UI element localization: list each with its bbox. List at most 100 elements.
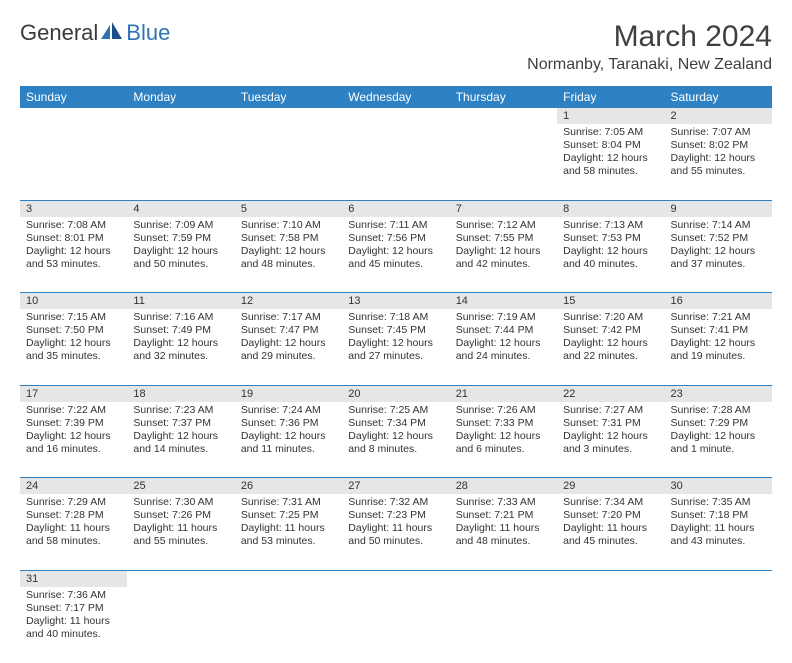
sunrise-text: Sunrise: 7:07 AM bbox=[671, 126, 766, 139]
sunrise-text: Sunrise: 7:16 AM bbox=[133, 311, 228, 324]
daylight-text: Daylight: 11 hours and 48 minutes. bbox=[456, 522, 551, 548]
day-cell: Sunrise: 7:11 AMSunset: 7:56 PMDaylight:… bbox=[342, 217, 449, 293]
day-content: Sunrise: 7:05 AMSunset: 8:04 PMDaylight:… bbox=[557, 124, 664, 183]
sunset-text: Sunset: 7:47 PM bbox=[241, 324, 336, 337]
day-content: Sunrise: 7:19 AMSunset: 7:44 PMDaylight:… bbox=[450, 309, 557, 368]
day-cell: Sunrise: 7:28 AMSunset: 7:29 PMDaylight:… bbox=[665, 402, 772, 478]
sunset-text: Sunset: 7:25 PM bbox=[241, 509, 336, 522]
sunset-text: Sunset: 7:34 PM bbox=[348, 417, 443, 430]
day-cell: Sunrise: 7:19 AMSunset: 7:44 PMDaylight:… bbox=[450, 309, 557, 385]
sunrise-text: Sunrise: 7:26 AM bbox=[456, 404, 551, 417]
day-cell bbox=[235, 587, 342, 663]
day-number-cell bbox=[127, 108, 234, 124]
day-content: Sunrise: 7:32 AMSunset: 7:23 PMDaylight:… bbox=[342, 494, 449, 553]
sunset-text: Sunset: 7:37 PM bbox=[133, 417, 228, 430]
day-cell bbox=[557, 587, 664, 663]
day-cell: Sunrise: 7:08 AMSunset: 8:01 PMDaylight:… bbox=[20, 217, 127, 293]
day-content: Sunrise: 7:14 AMSunset: 7:52 PMDaylight:… bbox=[665, 217, 772, 276]
day-number-cell: 23 bbox=[665, 385, 772, 402]
day-cell bbox=[665, 587, 772, 663]
day-content: Sunrise: 7:34 AMSunset: 7:20 PMDaylight:… bbox=[557, 494, 664, 553]
day-cell bbox=[20, 124, 127, 200]
day-content: Sunrise: 7:27 AMSunset: 7:31 PMDaylight:… bbox=[557, 402, 664, 461]
sunrise-text: Sunrise: 7:33 AM bbox=[456, 496, 551, 509]
daylight-text: Daylight: 12 hours and 40 minutes. bbox=[563, 245, 658, 271]
day-cell: Sunrise: 7:30 AMSunset: 7:26 PMDaylight:… bbox=[127, 494, 234, 570]
day-number-cell: 11 bbox=[127, 293, 234, 310]
page-title: March 2024 bbox=[527, 20, 772, 54]
day-number-row: 24252627282930 bbox=[20, 478, 772, 495]
daylight-text: Daylight: 12 hours and 8 minutes. bbox=[348, 430, 443, 456]
day-content: Sunrise: 7:16 AMSunset: 7:49 PMDaylight:… bbox=[127, 309, 234, 368]
daylight-text: Daylight: 11 hours and 40 minutes. bbox=[26, 615, 121, 641]
sunset-text: Sunset: 7:17 PM bbox=[26, 602, 121, 615]
day-content-row: Sunrise: 7:29 AMSunset: 7:28 PMDaylight:… bbox=[20, 494, 772, 570]
sunrise-text: Sunrise: 7:30 AM bbox=[133, 496, 228, 509]
day-cell bbox=[127, 587, 234, 663]
day-number-cell: 17 bbox=[20, 385, 127, 402]
daylight-text: Daylight: 12 hours and 11 minutes. bbox=[241, 430, 336, 456]
day-content: Sunrise: 7:12 AMSunset: 7:55 PMDaylight:… bbox=[450, 217, 557, 276]
sunrise-text: Sunrise: 7:09 AM bbox=[133, 219, 228, 232]
day-cell: Sunrise: 7:24 AMSunset: 7:36 PMDaylight:… bbox=[235, 402, 342, 478]
day-cell: Sunrise: 7:15 AMSunset: 7:50 PMDaylight:… bbox=[20, 309, 127, 385]
day-number-cell bbox=[235, 108, 342, 124]
day-content-row: Sunrise: 7:05 AMSunset: 8:04 PMDaylight:… bbox=[20, 124, 772, 200]
daylight-text: Daylight: 12 hours and 29 minutes. bbox=[241, 337, 336, 363]
day-number-cell: 10 bbox=[20, 293, 127, 310]
sunset-text: Sunset: 7:29 PM bbox=[671, 417, 766, 430]
day-content: Sunrise: 7:11 AMSunset: 7:56 PMDaylight:… bbox=[342, 217, 449, 276]
day-number-cell: 3 bbox=[20, 200, 127, 217]
day-cell: Sunrise: 7:29 AMSunset: 7:28 PMDaylight:… bbox=[20, 494, 127, 570]
sunset-text: Sunset: 7:18 PM bbox=[671, 509, 766, 522]
sunrise-text: Sunrise: 7:18 AM bbox=[348, 311, 443, 324]
day-number-cell bbox=[342, 108, 449, 124]
day-number-cell: 14 bbox=[450, 293, 557, 310]
sunset-text: Sunset: 7:58 PM bbox=[241, 232, 336, 245]
sunrise-text: Sunrise: 7:36 AM bbox=[26, 589, 121, 602]
day-cell: Sunrise: 7:32 AMSunset: 7:23 PMDaylight:… bbox=[342, 494, 449, 570]
day-number-cell: 20 bbox=[342, 385, 449, 402]
sunset-text: Sunset: 7:55 PM bbox=[456, 232, 551, 245]
day-number-cell bbox=[20, 108, 127, 124]
day-number-cell: 26 bbox=[235, 478, 342, 495]
day-content: Sunrise: 7:29 AMSunset: 7:28 PMDaylight:… bbox=[20, 494, 127, 553]
day-cell: Sunrise: 7:33 AMSunset: 7:21 PMDaylight:… bbox=[450, 494, 557, 570]
sunset-text: Sunset: 7:44 PM bbox=[456, 324, 551, 337]
day-number-cell bbox=[342, 570, 449, 587]
day-cell: Sunrise: 7:31 AMSunset: 7:25 PMDaylight:… bbox=[235, 494, 342, 570]
day-number-cell: 9 bbox=[665, 200, 772, 217]
sunset-text: Sunset: 7:33 PM bbox=[456, 417, 551, 430]
sunset-text: Sunset: 8:02 PM bbox=[671, 139, 766, 152]
sunset-text: Sunset: 7:45 PM bbox=[348, 324, 443, 337]
day-number-cell: 29 bbox=[557, 478, 664, 495]
day-content: Sunrise: 7:20 AMSunset: 7:42 PMDaylight:… bbox=[557, 309, 664, 368]
day-cell: Sunrise: 7:34 AMSunset: 7:20 PMDaylight:… bbox=[557, 494, 664, 570]
sunrise-text: Sunrise: 7:13 AM bbox=[563, 219, 658, 232]
sunrise-text: Sunrise: 7:20 AM bbox=[563, 311, 658, 324]
sunset-text: Sunset: 7:41 PM bbox=[671, 324, 766, 337]
weekday-header: Sunday bbox=[20, 86, 127, 108]
daylight-text: Daylight: 11 hours and 50 minutes. bbox=[348, 522, 443, 548]
daylight-text: Daylight: 12 hours and 22 minutes. bbox=[563, 337, 658, 363]
day-number-row: 12 bbox=[20, 108, 772, 124]
logo-sail-icon bbox=[101, 20, 123, 46]
day-number-cell: 28 bbox=[450, 478, 557, 495]
day-cell bbox=[127, 124, 234, 200]
weekday-header: Friday bbox=[557, 86, 664, 108]
sunset-text: Sunset: 7:56 PM bbox=[348, 232, 443, 245]
sunset-text: Sunset: 7:39 PM bbox=[26, 417, 121, 430]
day-content: Sunrise: 7:35 AMSunset: 7:18 PMDaylight:… bbox=[665, 494, 772, 553]
day-cell: Sunrise: 7:36 AMSunset: 7:17 PMDaylight:… bbox=[20, 587, 127, 663]
day-number-cell: 27 bbox=[342, 478, 449, 495]
page-subtitle: Normanby, Taranaki, New Zealand bbox=[527, 56, 772, 74]
daylight-text: Daylight: 12 hours and 6 minutes. bbox=[456, 430, 551, 456]
day-number-cell: 13 bbox=[342, 293, 449, 310]
day-number-row: 31 bbox=[20, 570, 772, 587]
day-cell: Sunrise: 7:05 AMSunset: 8:04 PMDaylight:… bbox=[557, 124, 664, 200]
daylight-text: Daylight: 12 hours and 19 minutes. bbox=[671, 337, 766, 363]
day-content-row: Sunrise: 7:22 AMSunset: 7:39 PMDaylight:… bbox=[20, 402, 772, 478]
sunset-text: Sunset: 7:52 PM bbox=[671, 232, 766, 245]
weekday-header: Monday bbox=[127, 86, 234, 108]
day-cell: Sunrise: 7:07 AMSunset: 8:02 PMDaylight:… bbox=[665, 124, 772, 200]
